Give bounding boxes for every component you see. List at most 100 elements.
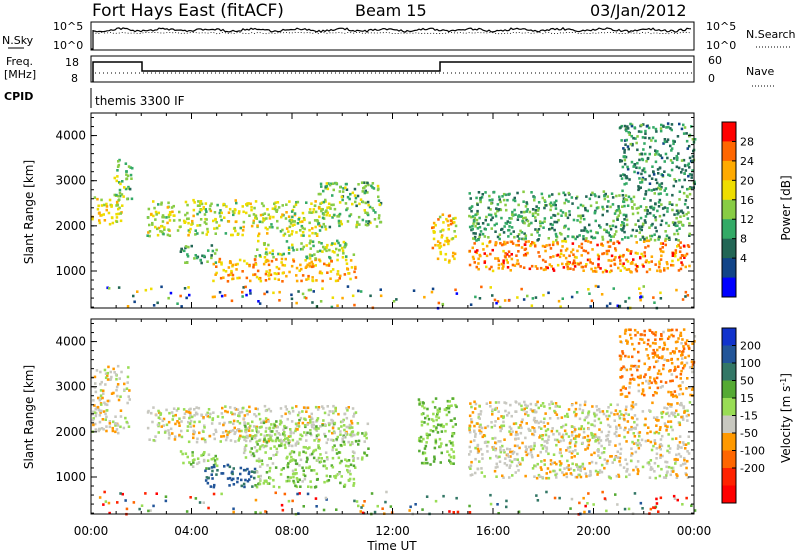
- power-cell: [538, 220, 542, 223]
- vel-cell: [540, 427, 543, 430]
- vel-cell: [274, 466, 278, 469]
- vel-cell: [634, 427, 637, 430]
- vel-cell: [146, 411, 150, 414]
- nsearch-label: N.Search: [746, 28, 796, 41]
- power-cell: [619, 126, 622, 129]
- power-cell: [289, 218, 292, 222]
- vel-cell: [209, 412, 212, 416]
- vel-cell: [579, 469, 582, 473]
- power-cell: [291, 224, 294, 227]
- power-cell: [338, 248, 341, 252]
- freq-tick-top: 18: [65, 56, 79, 69]
- vel-cell: [238, 421, 242, 425]
- power-cell: [266, 208, 269, 211]
- vel-scatter-cell: [389, 505, 393, 508]
- vel-cell: [655, 447, 658, 450]
- power-cell: [157, 226, 161, 230]
- power-cell: [485, 265, 488, 269]
- vel-cell: [191, 459, 195, 462]
- power-cell: [122, 195, 125, 198]
- power-cell: [182, 219, 186, 223]
- vel-cell: [600, 463, 604, 467]
- power-cell: [373, 218, 377, 221]
- power-cell: [196, 212, 199, 216]
- vel-cell: [162, 424, 165, 427]
- power-cell: [565, 247, 569, 251]
- vel-cell: [563, 467, 566, 470]
- power-cell: [153, 206, 156, 210]
- power-scatter-cell: [534, 296, 538, 299]
- vel-cell: [683, 458, 686, 462]
- power-cell: [497, 266, 500, 270]
- power-cell: [378, 214, 381, 217]
- power-cell: [205, 222, 208, 226]
- vel-cell: [204, 469, 207, 473]
- power-cell: [276, 226, 279, 230]
- power-cell: [350, 266, 354, 269]
- power-cell: [520, 231, 524, 234]
- vel-cell: [221, 472, 225, 475]
- vel-cell: [339, 420, 343, 424]
- vel-cell: [508, 448, 512, 451]
- colorbar-tick-label: -100: [740, 445, 765, 458]
- vel-cell: [317, 439, 320, 443]
- vel-cell: [101, 396, 104, 400]
- power-cell: [184, 246, 187, 250]
- power-scatter-cell: [156, 301, 159, 305]
- vel-cell: [125, 387, 129, 390]
- vel-cell: [332, 411, 335, 415]
- vel-cell: [554, 402, 558, 405]
- cpid-value: themis 3300 IF: [95, 94, 185, 108]
- power-cell: [537, 251, 540, 254]
- vel-cell: [249, 450, 252, 454]
- vel-cell: [197, 461, 201, 464]
- power-cell: [320, 185, 323, 188]
- vel-cell: [547, 452, 550, 456]
- vel-cell: [434, 428, 438, 431]
- power-cell: [191, 219, 194, 223]
- vel-cell: [225, 436, 229, 439]
- power-cell: [444, 252, 448, 256]
- vel-cell: [518, 402, 521, 406]
- vel-cell: [686, 450, 689, 453]
- vel-cell: [98, 420, 102, 424]
- power-cell: [675, 158, 679, 162]
- vel-cell: [660, 337, 664, 341]
- vel-cell: [231, 472, 234, 476]
- vel-cell: [337, 427, 340, 430]
- vel-cell: [539, 420, 543, 423]
- vel-cell: [214, 428, 217, 432]
- vel-cell: [254, 484, 257, 487]
- vel-cell: [208, 415, 211, 419]
- vel-cell: [652, 394, 655, 397]
- vel-cell: [254, 434, 257, 437]
- vel-cell: [579, 403, 582, 407]
- vel-cell: [444, 429, 447, 433]
- vel-cell: [91, 418, 95, 422]
- vel-cell: [586, 434, 590, 438]
- power-cell: [281, 280, 284, 283]
- vel-cell: [236, 429, 239, 432]
- power-cell: [102, 213, 105, 216]
- vel-cell: [650, 448, 654, 452]
- power-cell: [202, 254, 206, 258]
- vel-cell: [571, 462, 574, 466]
- power-cell: [194, 254, 197, 257]
- power-cell: [649, 238, 653, 241]
- vel-cell: [555, 413, 559, 416]
- power-cell: [447, 227, 450, 231]
- power-cell: [124, 162, 128, 165]
- vel-scatter-cell: [489, 502, 493, 506]
- vel-cell: [292, 479, 295, 483]
- power-cell: [680, 171, 683, 174]
- vel-cell: [637, 383, 640, 387]
- power-cell: [266, 227, 269, 231]
- power-cell: [146, 234, 149, 237]
- vel-cell: [534, 464, 537, 468]
- vel-cell: [253, 471, 256, 474]
- vel-cell: [636, 468, 640, 471]
- vel-cell: [688, 366, 692, 369]
- power-cell: [591, 262, 594, 265]
- vel-cell: [581, 462, 585, 466]
- vel-cell: [594, 439, 598, 442]
